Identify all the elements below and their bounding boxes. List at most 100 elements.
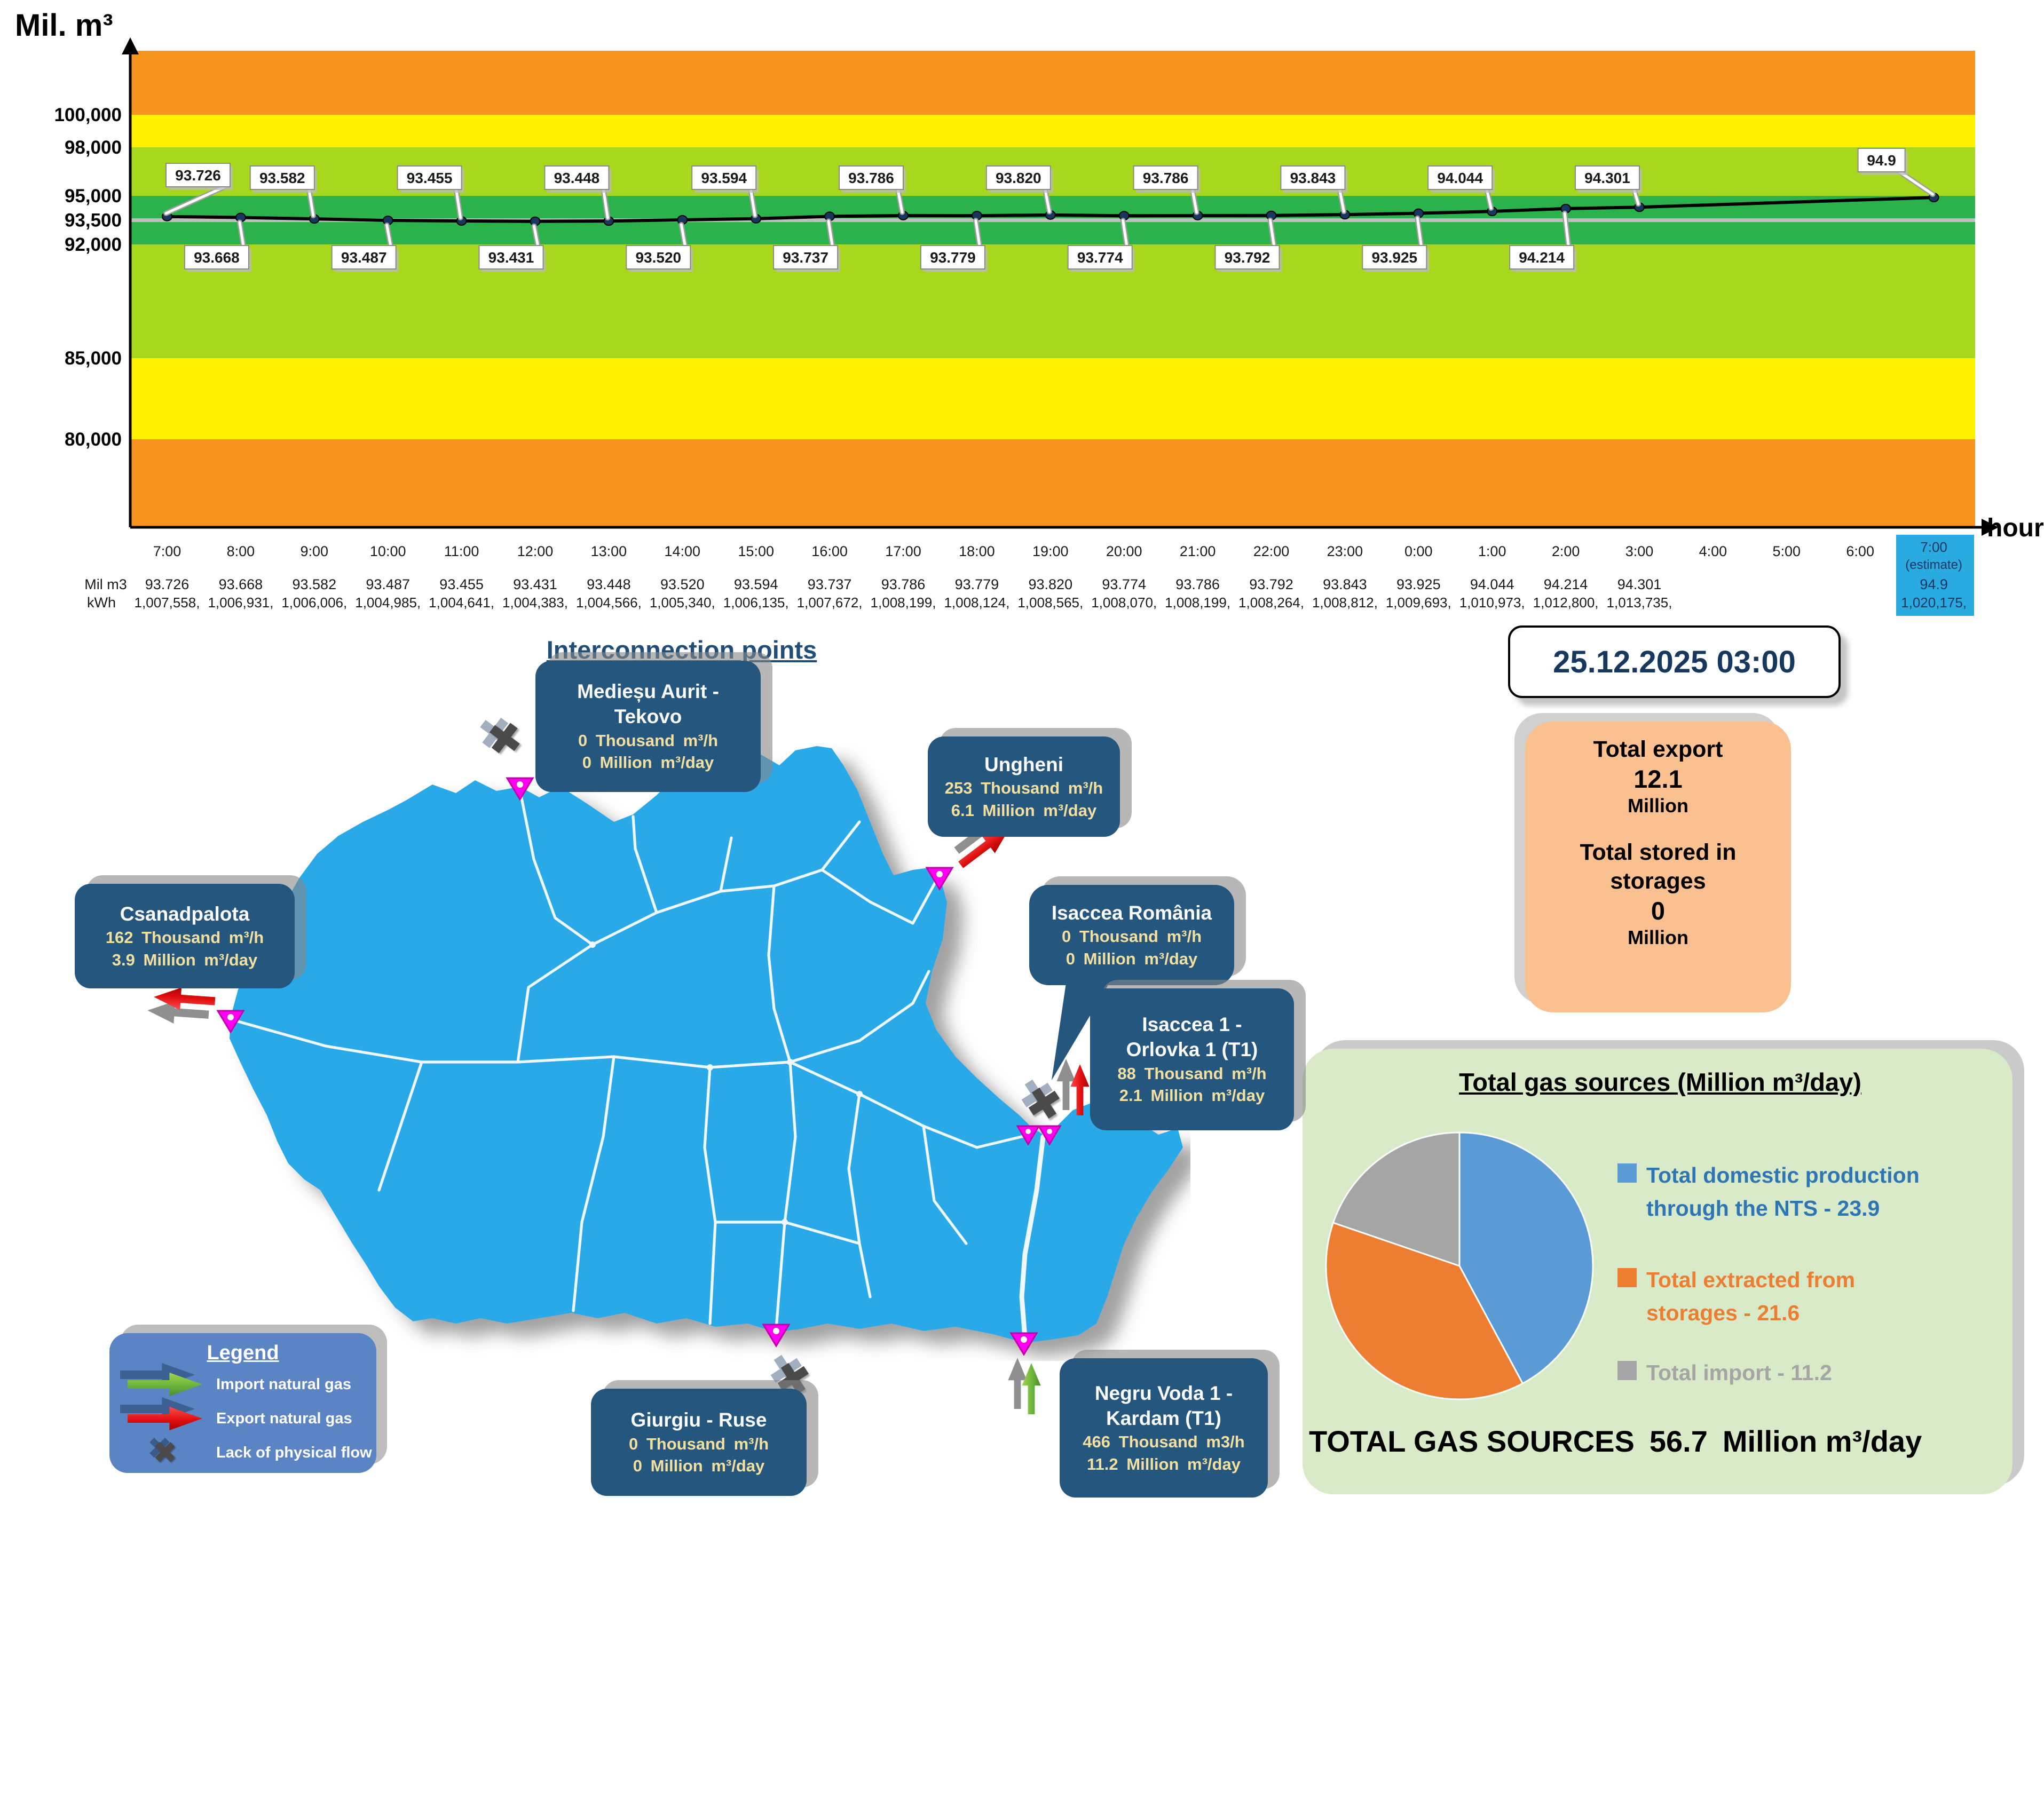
data-label: 93.786 — [1143, 170, 1189, 186]
ip-hourly-flow: 0 Thousand m³/h — [578, 731, 718, 750]
pie-legend-domestic: Total domestic production through the NT… — [1617, 1159, 1920, 1225]
ip-daily-flow: 3.9 Million m³/day — [112, 950, 258, 969]
no-flow-cross-mediesu: ✖ — [483, 711, 526, 766]
report-datetime: 25.12.2025 03:00 — [1508, 625, 1841, 698]
ip-name: Giurgiu - Ruse — [630, 1409, 767, 1431]
row-label-mil-m3: Mil m3 — [84, 576, 127, 592]
table-cell-mil-m3: 94.214 — [1544, 576, 1588, 592]
table-cell-kwh: 1,008,812, — [1312, 595, 1378, 611]
table-cell-kwh: 1,008,199, — [1165, 595, 1230, 611]
total-gas-sources-unit: Million m³/day — [1722, 1424, 1922, 1458]
hour-label: 19:00 — [1032, 543, 1069, 559]
hour-label: 16:00 — [811, 543, 848, 559]
table-cell-mil-m3: 93.774 — [1102, 576, 1146, 592]
estimate-hour-label: 7:00 — [1920, 539, 1947, 555]
data-label: 93.792 — [1225, 249, 1270, 266]
estimate-highlight — [1896, 535, 1974, 616]
table-cell-mil-m3: 93.594 — [734, 576, 778, 592]
hour-label: 4:00 — [1699, 543, 1727, 559]
total-stored-value: 0 — [1651, 896, 1666, 925]
table-cell-mil-m3: 93.779 — [955, 576, 999, 592]
y-tick-label: 80,000 — [65, 429, 122, 450]
total-export-label: Total export — [1593, 736, 1723, 762]
pie-slice-2 — [1332, 1131, 1461, 1268]
ip-name: Tekovo — [614, 706, 682, 728]
ip-daily-flow: 0 Million m³/day — [582, 753, 714, 772]
hour-label: 2:00 — [1552, 543, 1580, 559]
ip-hourly-flow: 253 Thousand m³/h — [944, 779, 1103, 798]
chart-band — [130, 244, 1975, 358]
total-export-value: 12.1 — [1633, 764, 1683, 793]
hour-label: 23:00 — [1327, 543, 1363, 559]
total-gas-sources-line: TOTAL GAS SOURCES 56.7 Million m³/day — [1309, 1424, 2014, 1459]
gas-sources-pie-chart — [1325, 1131, 1594, 1400]
table-cell-mil-m3: 94.9 — [1920, 576, 1948, 592]
table-cell-kwh: 1,007,672, — [797, 595, 863, 611]
map-legend: Legend Import natural gas Export natural… — [109, 1333, 376, 1473]
pipeline-network — [229, 788, 1046, 1340]
table-cell-mil-m3: 93.786 — [881, 576, 926, 592]
table-cell-kwh: 1,006,006, — [281, 595, 347, 611]
hour-label: 9:00 — [301, 543, 329, 559]
total-stored-unit: Million — [1628, 926, 1688, 949]
table-cell-kwh: 1,006,135, — [723, 595, 789, 611]
total-gas-sources-value: 56.7 — [1649, 1424, 1708, 1458]
legend-item-no-flow: ✖ Lack of physical flow — [152, 1435, 372, 1470]
ip-box-giurgiu-ruse: Giurgiu - Ruse 0 Thousand m³/h 0 Million… — [591, 1389, 807, 1496]
table-cell-mil-m3: 93.786 — [1175, 576, 1220, 592]
table-cell-kwh: 1,012,800, — [1533, 595, 1599, 611]
ip-name: Medieșu Aurit - — [577, 680, 719, 703]
table-cell-kwh: 1,008,124, — [944, 595, 1009, 611]
hour-label: 17:00 — [885, 543, 921, 559]
y-tick-label: 92,000 — [65, 234, 122, 255]
romania-territory — [230, 746, 1183, 1343]
table-cell-mil-m3: 93.925 — [1396, 576, 1441, 592]
marker-isaccea-2 — [1037, 1125, 1062, 1146]
table-cell-kwh: 1,004,641, — [429, 595, 494, 611]
hour-label: 0:00 — [1404, 543, 1433, 559]
data-label: 94.9 — [1867, 152, 1896, 169]
table-cell-kwh: 1,008,199, — [871, 595, 936, 611]
ip-box-mediesu-aurit-tekovo: Medieșu Aurit - Tekovo 0 Thousand m³/h 0… — [535, 661, 761, 792]
total-stored-label: storages — [1610, 868, 1706, 894]
ip-daily-flow: 0 Million m³/day — [1066, 949, 1198, 968]
pie-legend-import: Total import - 11.2 — [1617, 1357, 1832, 1390]
data-label: 93.786 — [848, 170, 894, 186]
data-label: 93.843 — [1290, 170, 1336, 186]
table-cell-kwh: 1,007,558, — [135, 595, 200, 611]
data-label: 93.820 — [996, 170, 1041, 186]
table-cell-mil-m3: 93.668 — [219, 576, 263, 592]
legend-title: Legend — [207, 1342, 279, 1364]
table-cell-kwh: 1,004,383, — [502, 595, 568, 611]
table-cell-mil-m3: 93.820 — [1029, 576, 1073, 592]
data-label: 93.726 — [175, 167, 221, 184]
data-label: 94.044 — [1437, 170, 1483, 186]
ip-hourly-flow: 0 Thousand m³/h — [1062, 927, 1202, 946]
y-tick-label: 93,500 — [65, 210, 122, 231]
data-label: 93.455 — [407, 170, 453, 186]
ip-name: Kardam (T1) — [1106, 1407, 1221, 1429]
export-arrow-icon — [120, 1397, 202, 1432]
chart-band — [130, 358, 1975, 439]
data-label: 93.431 — [488, 249, 534, 266]
y-tick-label: 85,000 — [65, 348, 122, 369]
ip-daily-flow: 11.2 Million m³/day — [1087, 1454, 1241, 1474]
total-stored-label: Total stored in — [1580, 839, 1737, 866]
table-cell-mil-m3: 93.455 — [439, 576, 484, 592]
data-label: 93.737 — [783, 249, 828, 266]
table-cell-mil-m3: 93.487 — [366, 576, 410, 592]
ip-box-ungheni: Ungheni 253 Thousand m³/h 6.1 Million m³… — [928, 736, 1120, 837]
table-cell-kwh: 1,004,985, — [355, 595, 421, 611]
hour-label: 21:00 — [1180, 543, 1216, 559]
table-cell-kwh: 1,008,565, — [1017, 595, 1083, 611]
hour-label: 20:00 — [1106, 543, 1142, 559]
table-cell-kwh: 1,005,340, — [650, 595, 715, 611]
marker-ungheni — [925, 867, 954, 891]
hour-label: 14:00 — [665, 543, 701, 559]
legend-item-import: Import natural gas — [120, 1363, 376, 1399]
hour-label: 3:00 — [1625, 543, 1654, 559]
y-tick-label: 98,000 — [65, 137, 122, 158]
table-cell-mil-m3: 93.520 — [660, 576, 705, 592]
table-cell-mil-m3: 93.431 — [513, 576, 557, 592]
marker-giurgiu — [762, 1324, 791, 1348]
